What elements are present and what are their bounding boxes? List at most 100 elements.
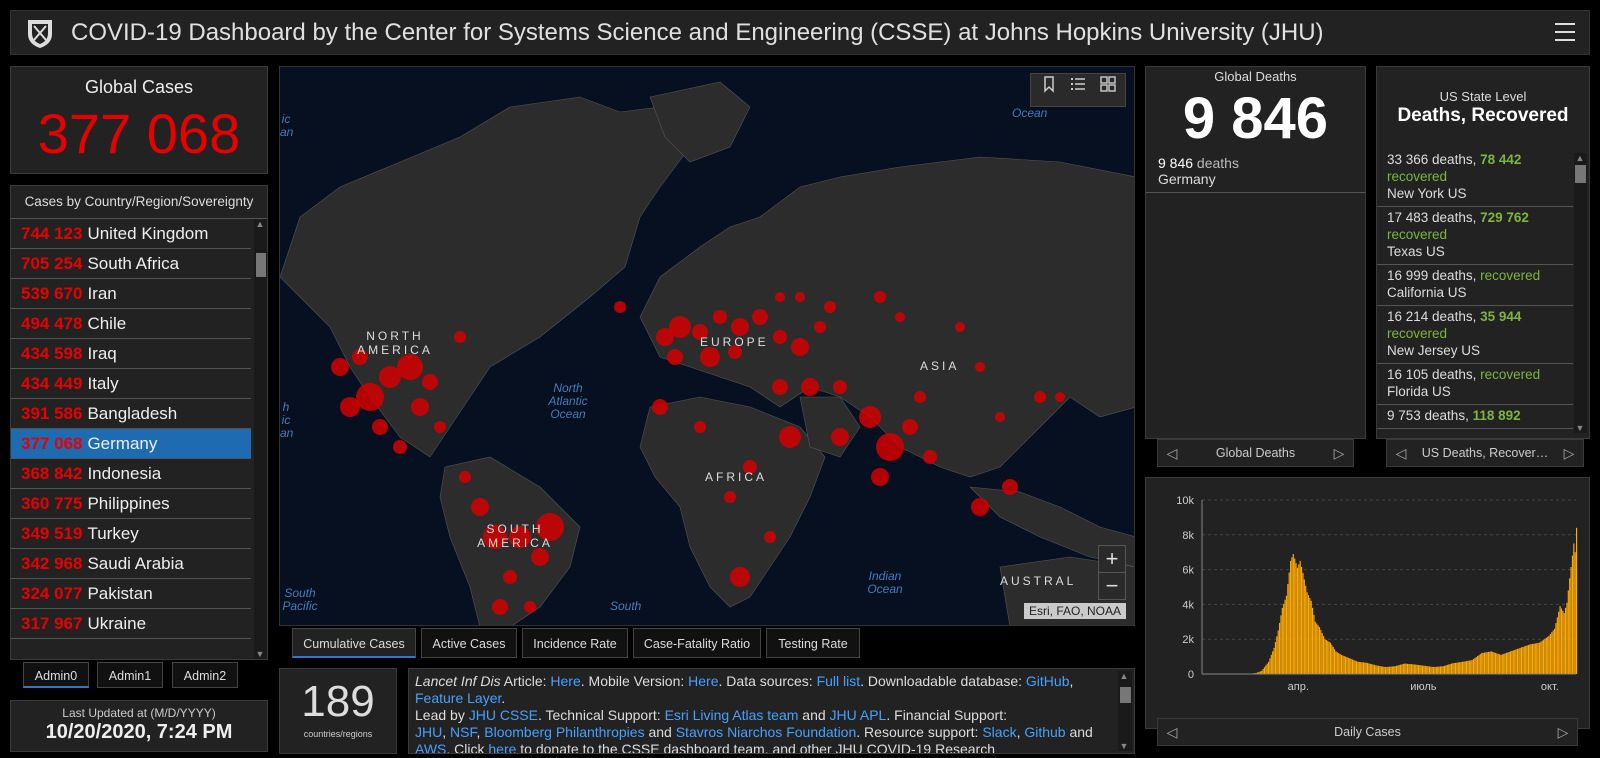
prev-arrow-icon[interactable]: ◁ — [1166, 445, 1178, 461]
daily-cases-chart-panel: 0 2k 4k 6k 8k 10k апр. июль окт. — [1145, 477, 1590, 729]
daily-case-bar — [1565, 607, 1567, 674]
daily-case-bar — [1362, 662, 1365, 674]
prev-arrow-icon[interactable]: ◁ — [1166, 724, 1178, 740]
zoom-in-button[interactable]: + — [1098, 545, 1126, 573]
state-location: New Jersey US — [1387, 343, 1481, 358]
daily-case-bar — [1400, 664, 1402, 674]
deaths-value: 9 846 — [1158, 155, 1194, 171]
country-row[interactable]: 539 670 Iran — [11, 279, 251, 309]
us-state-row[interactable]: 17 483 deaths, 729 762 recovered Texas US — [1377, 207, 1573, 265]
hamburger-menu-icon[interactable] — [1555, 23, 1575, 41]
us-state-row[interactable]: 16 999 deaths, recovered California US — [1377, 265, 1573, 306]
us-state-row[interactable]: 33 366 deaths, 78 442 recovered New York U… — [1377, 149, 1573, 207]
prev-arrow-icon[interactable]: ◁ — [1395, 445, 1407, 461]
daily-case-bar — [1523, 646, 1525, 674]
next-arrow-icon[interactable]: ▷ — [1563, 445, 1575, 461]
country-row[interactable]: 349 519 Turkey — [11, 519, 251, 549]
daily-case-bar — [1479, 654, 1481, 674]
us-state-scrollbar[interactable]: ▲ ▼ — [1574, 153, 1587, 433]
daily-case-bar — [1500, 654, 1502, 674]
daily-case-bar — [1541, 640, 1543, 674]
daily-case-bar — [1556, 617, 1558, 674]
tab-incidence-rate[interactable]: Incidence Rate — [522, 628, 628, 658]
country-row[interactable]: 434 598 Iraq — [11, 339, 251, 369]
country-row[interactable]: 342 968 Saudi Arabia — [11, 549, 251, 579]
country-row[interactable]: 368 842 Indonesia — [11, 459, 251, 489]
jhu-apl-link[interactable]: JHU APL — [829, 707, 887, 723]
scroll-thumb[interactable] — [256, 253, 266, 277]
country-name: Italy — [87, 374, 119, 393]
country-row[interactable]: 744 123 United Kingdom — [11, 219, 251, 249]
tab-cumulative-cases[interactable]: Cumulative Cases — [292, 628, 416, 658]
scroll-down-icon[interactable]: ▼ — [255, 649, 265, 659]
scroll-up-icon[interactable]: ▲ — [255, 219, 265, 229]
info-scrollbar[interactable]: ▲ ▼ — [1118, 671, 1132, 751]
country-row[interactable]: 705 254 South Africa — [11, 249, 251, 279]
bloomberg-link[interactable]: Bloomberg Philanthropies — [484, 724, 645, 740]
scroll-up-icon[interactable]: ▲ — [1119, 671, 1129, 681]
aws-link[interactable]: AWS — [415, 741, 447, 754]
tab-active-cases[interactable]: Active Cases — [421, 628, 517, 658]
label-left-top: ic an — [280, 112, 294, 139]
daily-case-bar — [1486, 652, 1488, 674]
github-link[interactable]: GitHub — [1025, 673, 1070, 689]
tab-testing-rate[interactable]: Testing Rate — [766, 628, 860, 658]
country-row[interactable]: 317 967 Ukraine — [11, 609, 251, 639]
daily-case-bar — [1350, 658, 1352, 674]
daily-case-bar — [1532, 643, 1534, 674]
country-case-count: 317 967 — [21, 614, 83, 633]
country-row[interactable]: 494 478 Chile — [11, 309, 251, 339]
global-deaths-value: 9 846 — [1182, 86, 1329, 151]
mobile-version-link[interactable]: Here — [688, 673, 719, 689]
next-arrow-icon[interactable]: ▷ — [1557, 724, 1569, 740]
github2-link[interactable]: Github — [1024, 724, 1066, 740]
basemap-gallery-icon[interactable] — [1098, 74, 1118, 94]
country-row[interactable]: 434 449 Italy — [11, 369, 251, 399]
daily-case-bar — [1351, 659, 1354, 674]
nsf-link[interactable]: NSF — [450, 724, 477, 740]
full-list-link[interactable]: Full list — [816, 673, 861, 689]
scroll-down-icon[interactable]: ▼ — [1575, 423, 1585, 433]
country-row[interactable]: 324 077 Pakistan — [11, 579, 251, 609]
us-state-row[interactable]: 16 214 deaths, 35 944 recovered New Jersey… — [1377, 306, 1573, 364]
us-state-row[interactable]: 9 753 deaths, 118 892 — [1377, 405, 1573, 429]
scroll-up-icon[interactable]: ▲ — [1575, 153, 1585, 163]
scroll-thumb[interactable] — [1120, 687, 1131, 703]
daily-case-bar — [1371, 664, 1373, 674]
country-row[interactable]: 360 775 Philippines — [11, 489, 251, 519]
scroll-down-icon[interactable]: ▼ — [1119, 741, 1129, 751]
us-state-row[interactable]: 16 105 deaths, recovered Florida US — [1377, 364, 1573, 405]
country-row[interactable]: 391 586 Bangladesh — [11, 399, 251, 429]
country-name: Germany — [87, 434, 158, 453]
country-list-scrollbar[interactable]: ▲ ▼ — [254, 219, 267, 659]
feature-layer-link[interactable]: Feature Layer — [415, 690, 502, 706]
label-indian-ocean: Indian Ocean — [867, 569, 903, 596]
daily-case-bar — [1365, 662, 1367, 674]
bookmark-icon[interactable] — [1039, 74, 1059, 94]
country-name: Chile — [87, 314, 127, 333]
daily-case-bar — [1314, 621, 1316, 674]
esri-link[interactable]: Esri Living Atlas team — [664, 707, 799, 723]
article-link[interactable]: Here — [550, 673, 581, 689]
stavros-link[interactable]: Stavros Niarchos Foundation — [675, 724, 857, 740]
jhu-link[interactable]: JHU — [415, 724, 443, 740]
global-deaths-panel: Global Deaths 9 846 9 846 deaths Germany — [1145, 66, 1366, 439]
daily-case-bar — [1430, 666, 1432, 674]
scroll-thumb[interactable] — [1575, 165, 1586, 183]
donate-link[interactable]: here — [488, 741, 517, 754]
daily-case-bar — [1394, 666, 1396, 674]
tab-admin2[interactable]: Admin2 — [172, 662, 238, 688]
slack-link[interactable]: Slack — [982, 724, 1017, 740]
daily-case-bar — [1263, 667, 1266, 674]
jhu-csse-link[interactable]: JHU CSSE — [468, 707, 538, 723]
daily-case-bar — [1261, 670, 1263, 674]
world-map[interactable]: NORTH AMERICA EUROPE ASIA AFRICA SOUTH A… — [279, 66, 1135, 626]
tab-admin0[interactable]: Admin0 — [23, 662, 89, 688]
next-arrow-icon[interactable]: ▷ — [1333, 445, 1345, 461]
tab-admin1[interactable]: Admin1 — [97, 662, 163, 688]
country-row[interactable]: 377 068 Germany — [11, 429, 251, 459]
tab-case-fatality-ratio[interactable]: Case-Fatality Ratio — [633, 628, 761, 658]
legend-list-icon[interactable] — [1068, 74, 1088, 94]
daily-case-bar — [1335, 651, 1337, 674]
zoom-out-button[interactable]: − — [1098, 572, 1126, 600]
